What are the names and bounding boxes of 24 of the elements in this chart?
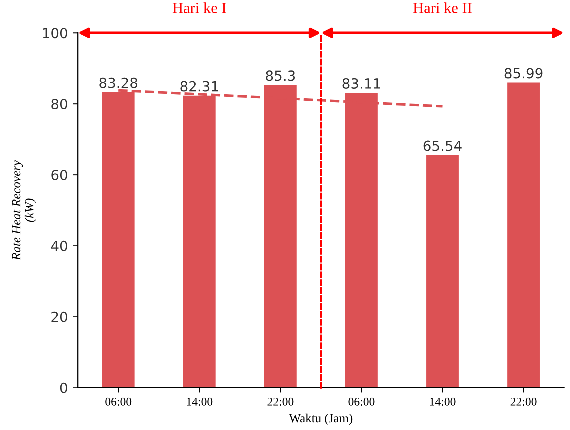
x-tick-label: 22:00	[268, 398, 294, 406]
x-axis-title: Waktu (Jam)	[289, 414, 353, 426]
y-tick-label: 80	[52, 99, 68, 110]
data-label: 82.31	[180, 81, 218, 92]
y-tick-label: 60	[52, 170, 68, 180]
y-tick-label: 20	[52, 312, 68, 322]
x-tick-label: 22:00	[510, 398, 537, 406]
y-tick-label: 100	[43, 28, 68, 39]
x-tick-label: 14:00	[430, 398, 456, 406]
data-label: 85.3	[266, 70, 296, 82]
y-tick-label: 40	[51, 240, 68, 252]
data-label: 65.54	[424, 140, 462, 152]
text: Hari ke II	[413, 2, 472, 14]
y-axis-title: Rate Heat Recovery (kW)	[12, 160, 36, 261]
data-label: 83.11	[342, 78, 380, 89]
bar	[508, 82, 540, 388]
x-tick-label: 06:00	[348, 398, 375, 406]
x-tick-label: 14:00	[187, 398, 213, 406]
text: Hari ke I	[172, 2, 226, 14]
data-label: 83.28	[100, 78, 138, 88]
bar	[426, 155, 459, 388]
y-tick-label: 0	[60, 382, 68, 394]
data-label: 85.99	[504, 68, 543, 79]
x-tick-label: 06:00	[106, 398, 132, 406]
